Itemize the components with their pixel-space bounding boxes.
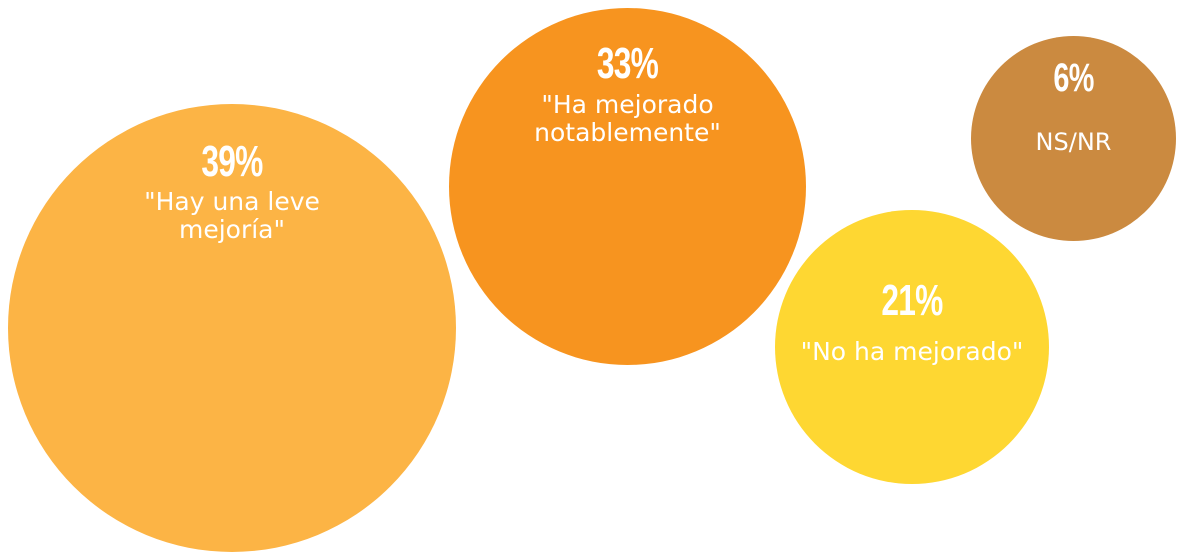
bubble-category-label: NS/NR: [971, 128, 1176, 156]
bubble-percent-label: 21%: [881, 276, 943, 325]
bubble-percent-label: 6%: [1053, 56, 1094, 100]
bubble-label-line: "Ha mejorado: [541, 90, 714, 119]
bubble-no-ha-mejorado: 21% "No ha mejorado": [775, 210, 1049, 484]
bubble-percent-label: 39%: [201, 137, 263, 186]
bubble-percent-label: 33%: [596, 39, 659, 88]
bubble-label-line: "No ha mejorado": [800, 337, 1024, 366]
bubble-ns-nr: 6% NS/NR: [971, 36, 1176, 241]
bubble-label-line: NS/NR: [1035, 128, 1112, 156]
bubble-label-line: mejoría": [178, 215, 286, 244]
bubble-category-label: "Hay una leve mejoría": [8, 188, 456, 244]
bubble-category-label: "No ha mejorado": [775, 338, 1049, 366]
bubble-ha-mejorado-notablemente: 33% "Ha mejorado notablemente": [449, 8, 806, 365]
bubble-category-label: "Ha mejorado notablemente": [449, 91, 806, 147]
bubble-label-line: "Hay una leve: [144, 187, 320, 216]
bubble-label-line: notablemente": [534, 118, 721, 147]
bubble-hay-una-leve-mejoria: 39% "Hay una leve mejoría": [8, 104, 456, 552]
